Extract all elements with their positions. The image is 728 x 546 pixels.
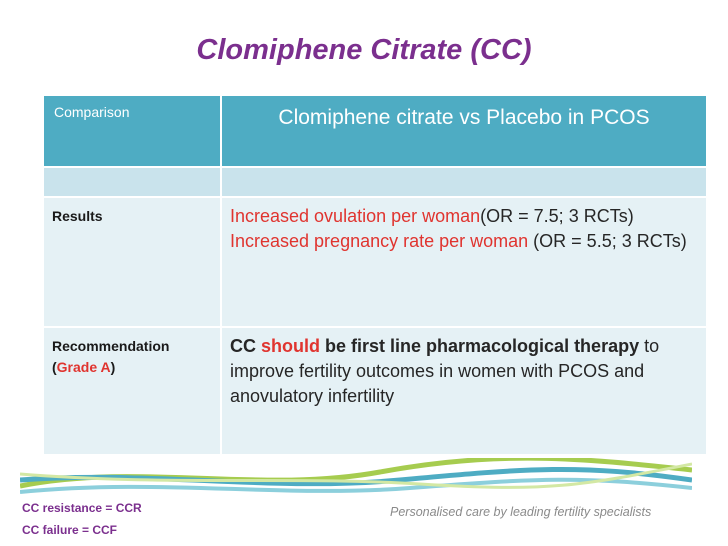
clinic-tagline: Personalised care by leading fertility s…: [390, 505, 652, 519]
ccf-note: CC failure = CCF: [22, 523, 118, 537]
grade-open: (: [52, 359, 57, 375]
recommendation-label: Recommendation: [52, 338, 170, 354]
recommendation-value: CC should be first line pharmacological …: [220, 326, 708, 456]
pregnancy-text: Increased pregnancy rate per woman: [230, 231, 529, 251]
ovulation-stats: (OR = 7.5; 3 RCTs): [480, 206, 634, 226]
should-emphasis: should: [261, 336, 320, 356]
results-label: Results: [42, 196, 222, 328]
recommendation-bold-start: CC: [230, 336, 261, 356]
table-blank-row: [42, 166, 708, 198]
table-header-row: Comparison Clomiphene citrate vs Placebo…: [42, 94, 708, 168]
slide-title: Clomiphene Citrate (CC): [196, 34, 532, 66]
results-row: Results Increased ovulation per woman(OR…: [42, 196, 708, 328]
comparison-label: Comparison: [42, 94, 222, 168]
decorative-swoosh: [20, 458, 692, 494]
blank-cell: [220, 166, 708, 198]
comparison-value: Clomiphene citrate vs Placebo in PCOS: [220, 94, 708, 168]
recommendation-rest: to improve fertility outcomes in women w…: [230, 336, 660, 406]
ccr-note: CC resistance = CCR: [22, 501, 142, 515]
blank-cell: [42, 166, 222, 198]
recommendation-label-cell: Recommendation (Grade A): [42, 326, 222, 456]
grade-close: ): [110, 359, 116, 375]
pregnancy-stats: (OR = 5.5; 3 RCTs): [528, 231, 687, 251]
recommendation-bold-end: be first line pharmacological therapy: [320, 336, 640, 356]
ovulation-text: Increased ovulation per woman: [230, 206, 481, 226]
results-value: Increased ovulation per woman(OR = 7.5; …: [220, 196, 708, 328]
recommendation-row: Recommendation (Grade A) CC should be fir…: [42, 326, 708, 456]
grade-badge: Grade A: [56, 359, 111, 375]
comparison-table: Comparison Clomiphene citrate vs Placebo…: [42, 94, 708, 456]
